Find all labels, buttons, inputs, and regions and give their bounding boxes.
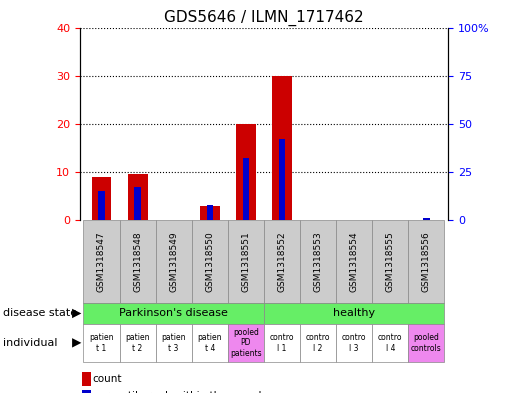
Bar — [82, 372, 91, 386]
Bar — [83, 303, 264, 324]
Text: GSM1318547: GSM1318547 — [97, 231, 106, 292]
Bar — [192, 220, 228, 303]
Bar — [408, 324, 444, 362]
Bar — [372, 324, 408, 362]
Bar — [207, 205, 213, 220]
Bar — [264, 220, 300, 303]
Bar — [82, 389, 91, 393]
Polygon shape — [72, 338, 81, 347]
Text: GSM1318548: GSM1318548 — [133, 231, 142, 292]
Bar — [236, 124, 256, 220]
Text: GSM1318552: GSM1318552 — [278, 231, 286, 292]
Bar — [336, 220, 372, 303]
Text: GSM1318556: GSM1318556 — [422, 231, 431, 292]
Text: healthy: healthy — [333, 309, 375, 318]
Text: pooled
PD
patients: pooled PD patients — [230, 328, 262, 358]
Bar — [423, 218, 430, 220]
Bar — [228, 220, 264, 303]
Text: individual: individual — [3, 338, 57, 348]
Bar — [243, 158, 249, 220]
Text: GSM1318551: GSM1318551 — [242, 231, 250, 292]
Text: disease state: disease state — [3, 309, 77, 318]
Text: contro
l 3: contro l 3 — [342, 333, 367, 353]
Bar — [192, 324, 228, 362]
Bar — [98, 191, 105, 220]
Bar — [83, 324, 119, 362]
Text: GSM1318554: GSM1318554 — [350, 231, 358, 292]
Text: count: count — [93, 374, 122, 384]
Text: GSM1318553: GSM1318553 — [314, 231, 322, 292]
Bar — [264, 303, 444, 324]
Text: pooled
controls: pooled controls — [411, 333, 442, 353]
Bar — [408, 220, 444, 303]
Text: GSM1318555: GSM1318555 — [386, 231, 395, 292]
Text: patien
t 2: patien t 2 — [125, 333, 150, 353]
Bar — [134, 187, 141, 220]
Bar — [119, 220, 156, 303]
Title: GDS5646 / ILMN_1717462: GDS5646 / ILMN_1717462 — [164, 10, 364, 26]
Bar — [200, 206, 220, 220]
Bar — [228, 324, 264, 362]
Polygon shape — [72, 309, 81, 318]
Text: patien
t 3: patien t 3 — [161, 333, 186, 353]
Bar — [279, 139, 285, 220]
Bar — [156, 324, 192, 362]
Bar — [119, 324, 156, 362]
Text: percentile rank within the sample: percentile rank within the sample — [93, 391, 268, 393]
Text: contro
l 4: contro l 4 — [378, 333, 403, 353]
Bar — [272, 75, 292, 220]
Bar — [372, 220, 408, 303]
Bar — [336, 324, 372, 362]
Text: GSM1318549: GSM1318549 — [169, 231, 178, 292]
Bar — [92, 177, 111, 220]
Text: patien
t 4: patien t 4 — [198, 333, 222, 353]
Text: contro
l 2: contro l 2 — [306, 333, 330, 353]
Bar — [83, 220, 119, 303]
Bar — [300, 324, 336, 362]
Bar — [156, 220, 192, 303]
Bar — [300, 220, 336, 303]
Bar — [264, 324, 300, 362]
Text: Parkinson's disease: Parkinson's disease — [119, 309, 228, 318]
Text: GSM1318550: GSM1318550 — [205, 231, 214, 292]
Text: patien
t 1: patien t 1 — [89, 333, 114, 353]
Bar — [128, 174, 147, 220]
Text: contro
l 1: contro l 1 — [270, 333, 294, 353]
